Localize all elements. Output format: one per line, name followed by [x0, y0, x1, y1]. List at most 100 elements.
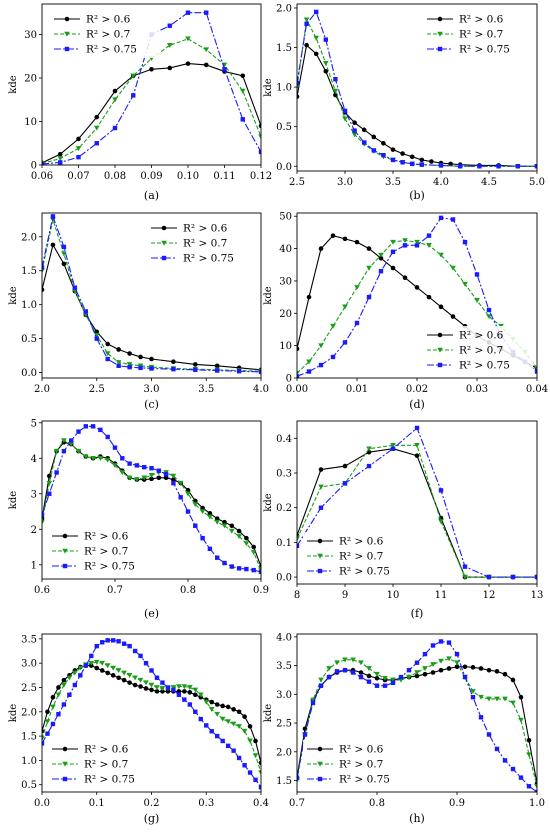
data-point [374, 683, 380, 688]
y-tick-label: 0.2 [276, 503, 292, 514]
series-3 [297, 9, 537, 169]
data-point [478, 666, 484, 671]
data-point [318, 683, 324, 688]
data-point [318, 343, 324, 349]
data-point [77, 665, 84, 671]
x-tick-label: 0.11 [213, 171, 235, 182]
data-point [510, 677, 516, 683]
x-tick-label: 0.0 [34, 798, 50, 809]
y-axis-label: kde [8, 491, 19, 509]
y-axis-label: kde [263, 493, 274, 511]
data-point [112, 88, 118, 94]
y-tick-label: 0.1 [276, 538, 292, 549]
legend: R² > 0.6 R² > 0.7 R² > 0.75 [303, 532, 413, 580]
data-point [518, 717, 524, 723]
data-point [204, 723, 209, 728]
data-point [462, 574, 468, 580]
data-point [258, 134, 261, 140]
data-point [297, 543, 300, 549]
data-point [419, 157, 425, 163]
y-axis-label: kde [263, 704, 274, 722]
data-point [116, 639, 121, 644]
legend-label: R² > 0.6 [339, 744, 384, 756]
series-3 [297, 425, 537, 580]
data-point [42, 519, 45, 525]
data-point [414, 442, 420, 448]
data-point [526, 737, 532, 743]
y-tick-label: 1.0 [21, 300, 37, 311]
data-point [185, 509, 191, 514]
data-point [50, 704, 56, 710]
data-point [258, 770, 261, 776]
data-point [253, 777, 258, 783]
legend-label: R² > 0.75 [459, 44, 510, 56]
data-point [61, 448, 67, 454]
x-tick-label: 0.08 [104, 171, 126, 182]
x-tick-label: 0.1 [89, 798, 105, 809]
y-tick-label: 2.5 [276, 719, 292, 730]
panel-b: 2.5 3.0 3.5 4.0 4.5 5.0 0.0 0.5 1.0 1.5 2.0 kde (b) R… [263, 3, 545, 202]
legend-marker [64, 16, 70, 22]
data-point [297, 80, 300, 86]
x-tick-label: 0.7 [107, 585, 123, 596]
data-point [143, 680, 149, 686]
data-point [132, 682, 138, 688]
data-point [138, 354, 143, 360]
legend-label: R² > 0.7 [84, 759, 128, 771]
data-point [42, 265, 45, 270]
data-point [149, 356, 154, 362]
x-tick-label: 0.09 [140, 171, 162, 182]
data-point [182, 697, 187, 702]
panel-caption: (e) [144, 607, 159, 620]
data-point [534, 574, 537, 580]
legend-label: R² > 0.75 [339, 774, 390, 786]
data-point [215, 555, 220, 560]
data-point [247, 738, 253, 744]
data-point [45, 709, 50, 715]
data-point [244, 566, 249, 572]
data-point [182, 689, 187, 694]
data-point [187, 685, 193, 691]
panel-a: 0.06 0.07 0.08 0.09 0.10 0.11 0.12 0 10 20 30 kde (a… [8, 3, 272, 202]
data-point [297, 374, 300, 378]
data-point [366, 446, 372, 452]
data-point [154, 689, 160, 694]
panel-caption: (d) [409, 398, 425, 411]
data-point [382, 675, 388, 681]
data-point [72, 670, 78, 676]
data-point [478, 715, 484, 720]
data-point [93, 125, 100, 131]
data-point [50, 694, 56, 700]
y-tick-label: 0 [31, 161, 37, 172]
data-point [378, 269, 384, 274]
panel-caption: (b) [409, 189, 425, 202]
data-point [323, 68, 329, 74]
data-point [105, 434, 110, 440]
data-point [236, 709, 242, 715]
legend-label: R² > 0.75 [339, 566, 390, 578]
data-point [526, 784, 532, 789]
data-point [477, 164, 482, 169]
legend-marker [64, 46, 70, 52]
x-tick-label: 11 [435, 590, 448, 601]
data-point [209, 699, 215, 705]
data-point [127, 680, 132, 685]
data-point [116, 675, 121, 681]
data-point [333, 76, 338, 82]
data-point [438, 163, 444, 168]
data-point [165, 685, 171, 690]
y-tick-label: 3.5 [276, 661, 292, 672]
data-point [470, 695, 476, 700]
x-tick-label: 0.8 [369, 798, 385, 809]
data-point [304, 21, 309, 26]
data-point [426, 294, 432, 300]
x-tick-label: 0.8 [180, 585, 196, 596]
data-point [518, 694, 524, 700]
data-point [474, 272, 480, 277]
y-tick-label: 1.0 [276, 83, 292, 94]
y-axis-label: kde [263, 78, 274, 96]
legend-label: R² > 0.75 [86, 44, 137, 56]
data-point [88, 660, 95, 666]
series-2 [42, 659, 261, 776]
